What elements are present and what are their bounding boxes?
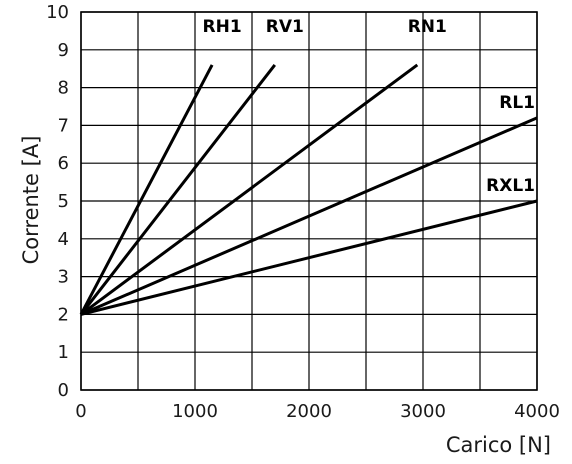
x-axis-label: Carico [N]	[446, 433, 551, 457]
series-line-rl1	[80, 116, 538, 316]
series-label-rv1: RV1	[266, 17, 304, 37]
x-tick-label: 3000	[400, 401, 446, 422]
y-axis-ticks: 0 1 2 3 4 5 6 7 8 9 10	[46, 2, 69, 401]
y-tick-label: 0	[58, 380, 69, 401]
series-line-rh1	[79, 64, 214, 316]
y-axis-label: Corrente [A]	[19, 136, 43, 265]
x-axis-ticks: 0 1000 2000 3000 4000	[75, 401, 560, 422]
series-line-rv1	[79, 63, 276, 316]
series-line-rxl1	[80, 199, 538, 316]
series-label-rh1: RH1	[203, 17, 242, 37]
x-tick-label: 2000	[286, 401, 332, 422]
x-tick-label: 0	[75, 401, 86, 422]
y-tick-label: 8	[58, 78, 69, 99]
x-tick-label: 1000	[172, 401, 218, 422]
y-tick-label: 9	[58, 40, 69, 61]
x-tick-label: 4000	[514, 401, 560, 422]
series-label-rl1: RL1	[499, 93, 535, 113]
series-labels: RH1 RV1 RN1 RL1 RXL1	[203, 17, 535, 196]
series-label-rxl1: RXL1	[486, 176, 535, 196]
series-lines	[79, 63, 538, 316]
y-tick-label: 5	[58, 191, 69, 212]
y-tick-label: 6	[58, 153, 69, 174]
y-tick-label: 7	[58, 115, 69, 136]
series-label-rn1: RN1	[408, 17, 447, 37]
y-tick-label: 2	[58, 304, 69, 325]
y-tick-label: 4	[58, 229, 69, 250]
y-tick-label: 1	[58, 342, 69, 363]
grid	[80, 11, 538, 391]
y-tick-label: 3	[58, 267, 69, 288]
series-line-rn1	[80, 63, 419, 316]
y-tick-label: 10	[46, 2, 69, 23]
